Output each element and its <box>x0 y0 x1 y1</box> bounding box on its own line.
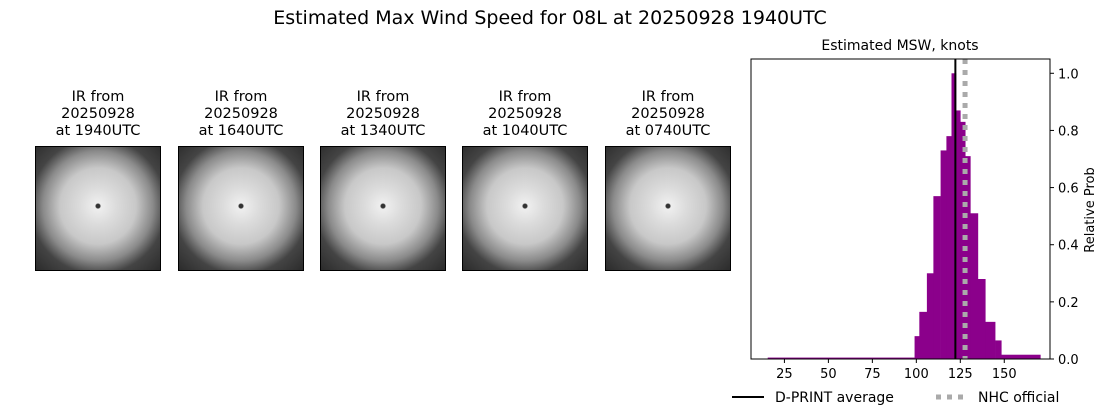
histogram-bar <box>940 150 947 359</box>
y-tick-label: 0.2 <box>1058 296 1079 311</box>
chart-title: Estimated MSW, knots <box>821 38 978 54</box>
y-axis-label: Relative Prob <box>1083 167 1098 252</box>
histogram-bar <box>977 279 986 359</box>
y-tick-label: 0.0 <box>1058 353 1079 368</box>
y-tick-label: 0.8 <box>1058 124 1079 139</box>
legend-nhc-label: NHC official <box>978 390 1059 406</box>
ir-panel: IR from 20250928 at 1340UTC <box>320 89 446 271</box>
ir-satellite-image <box>35 146 161 271</box>
histogram-bar <box>955 110 961 359</box>
ir-panel-label: IR from 20250928 at 1040UTC <box>482 89 568 139</box>
histogram-bar <box>926 273 934 359</box>
histogram-bar <box>914 336 920 359</box>
x-tick-label: 100 <box>904 367 929 382</box>
ir-panel-label: IR from 20250928 at 0740UTC <box>625 89 711 139</box>
y-tick-label: 1.0 <box>1058 67 1079 82</box>
histogram-bar <box>933 196 941 359</box>
histogram-bar <box>965 156 971 359</box>
x-tick-label: 25 <box>776 367 793 382</box>
ir-satellite-image <box>462 146 588 271</box>
plot-frame <box>750 58 1051 360</box>
ir-panel: IR from 20250928 at 1940UTC <box>35 89 161 271</box>
figure-title: Estimated Max Wind Speed for 08L at 2025… <box>273 7 827 29</box>
ir-satellite-image <box>320 146 446 271</box>
ir-panel: IR from 20250928 at 0740UTC <box>605 89 731 271</box>
histogram-bar <box>919 311 928 359</box>
legend-dprint-label: D-PRINT average <box>775 390 894 406</box>
ir-panel: IR from 20250928 at 1040UTC <box>462 89 588 271</box>
x-tick-label: 75 <box>864 367 881 382</box>
histogram-bar <box>951 73 957 360</box>
x-tick-label: 150 <box>992 367 1017 382</box>
ir-satellite-image <box>178 146 304 271</box>
ir-panel-label: IR from 20250928 at 1340UTC <box>340 89 426 139</box>
histogram-bar <box>995 340 1002 359</box>
y-tick-label: 0.6 <box>1058 182 1079 197</box>
histogram-bar <box>1001 354 1041 359</box>
histogram-bar <box>767 357 915 359</box>
histogram-bar <box>960 121 966 359</box>
ir-panel-label: IR from 20250928 at 1640UTC <box>198 89 284 139</box>
ir-panel-label: IR from 20250928 at 1940UTC <box>55 89 141 139</box>
histogram-bar <box>970 213 979 359</box>
histogram-bar <box>985 321 996 359</box>
ir-panel: IR from 20250928 at 1640UTC <box>178 89 304 271</box>
x-tick-label: 125 <box>948 367 973 382</box>
ir-satellite-image <box>605 146 731 271</box>
y-tick-label: 0.4 <box>1058 239 1079 254</box>
histogram-bar <box>946 136 952 359</box>
x-tick-label: 50 <box>820 367 837 382</box>
legend: D-PRINT average NHC official <box>732 390 1059 406</box>
